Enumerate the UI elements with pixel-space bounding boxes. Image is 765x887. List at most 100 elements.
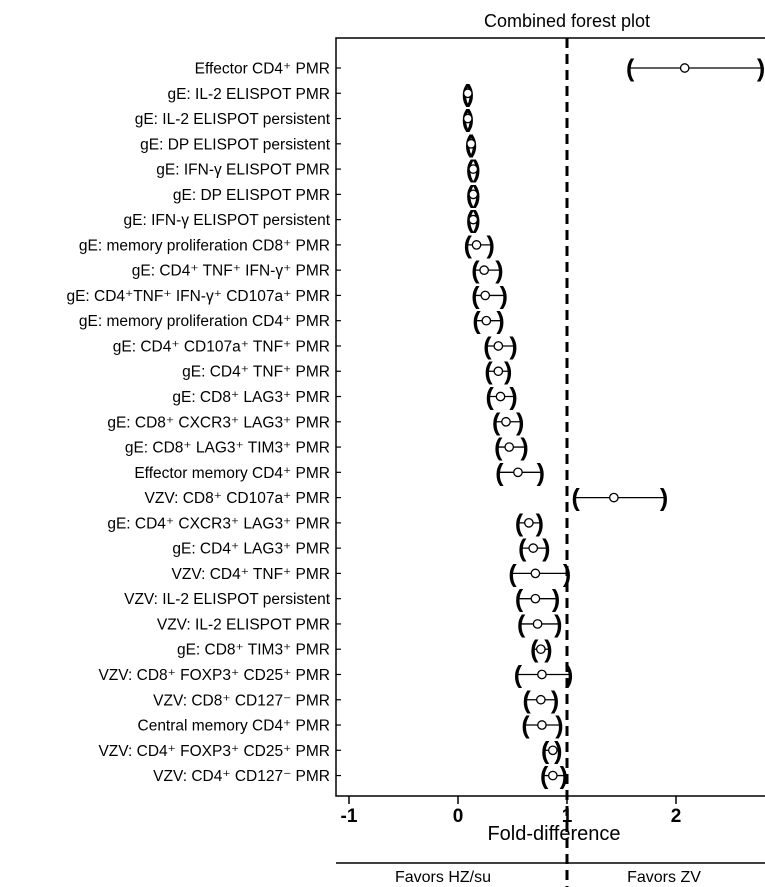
row-label: gE: memory proliferation CD8⁺ PMR: [79, 237, 330, 254]
favors-right-label: Favors ZV: [627, 869, 701, 886]
ci-upper-bracket: ): [560, 762, 568, 790]
point-estimate: [679, 63, 690, 73]
row-label: gE: IFN-γ ELISPOT persistent: [124, 212, 331, 229]
row-label: VZV: IL-2 ELISPOT persistent: [124, 591, 331, 608]
ci-lower-bracket: (: [485, 383, 494, 411]
row-label: Central memory CD4⁺ PMR: [138, 718, 331, 735]
ci-upper-bracket: ): [554, 610, 562, 638]
forest-row: VZV: CD8⁺ CD127⁻ PMR (): [153, 686, 559, 714]
ci-lower-bracket: (: [530, 636, 539, 664]
ci-upper-bracket: ): [509, 332, 517, 360]
ci-lower-bracket: (: [540, 762, 549, 790]
forest-row: gE: CD8⁺ CXCR3⁺ LAG3⁺ PMR (): [107, 408, 524, 436]
forest-row: gE: CD4⁺ TNF⁺ IFN-γ⁺ PMR (): [132, 257, 504, 285]
point-estimate: [609, 492, 619, 503]
row-label: gE: DP ELISPOT persistent: [140, 136, 331, 153]
forest-row: VZV: CD4⁺ FOXP3⁺ CD25⁺ PMR (): [98, 737, 562, 765]
row-label: gE: CD4⁺ CD107a⁺ TNF⁺ PMR: [113, 338, 330, 355]
forest-row: gE: IL-2 ELISPOT PMR(): [167, 80, 474, 108]
row-label: Effector memory CD4⁺ PMR: [134, 465, 330, 482]
forest-row: gE: CD4⁺TNF⁺ IFN-γ⁺ CD107a⁺ PMR (): [66, 282, 507, 310]
ci-upper-bracket: ): [504, 358, 512, 386]
forest-row: Effector memory CD4⁺ PMR (): [134, 459, 545, 487]
point-estimate: [530, 593, 541, 604]
ci-lower-bracket: (: [464, 231, 473, 259]
point-estimate: [471, 240, 482, 250]
point-estimate: [535, 694, 546, 705]
point-estimate: [468, 164, 479, 174]
point-estimate: [528, 543, 539, 553]
ci-lower-bracket: (: [484, 358, 493, 386]
forest-row: Central memory CD4⁺ PMR (): [138, 712, 564, 740]
ci-upper-bracket: ): [544, 636, 552, 664]
x-tick-label: 0: [453, 806, 464, 827]
point-estimate: [462, 88, 473, 99]
ci-lower-bracket: (: [523, 686, 532, 714]
ci-upper-bracket: ): [495, 257, 503, 285]
ci-upper-bracket: ): [509, 383, 517, 411]
x-tick-label: 2: [671, 806, 682, 827]
ci-upper-bracket: ): [536, 509, 544, 537]
ci-lower-bracket: (: [515, 509, 524, 537]
ci-upper-bracket: ): [500, 282, 508, 310]
row-label: gE: IL-2 ELISPOT PMR: [167, 86, 330, 103]
point-estimate: [462, 113, 473, 124]
forest-row: VZV: CD8⁺ CD107a⁺ PMR (): [145, 484, 669, 512]
point-estimate: [547, 745, 558, 756]
ci-lower-bracket: (: [483, 332, 492, 360]
ci-lower-bracket: (: [521, 712, 530, 740]
forest-row: gE: CD8⁺ TIM3⁺ PMR (): [177, 636, 553, 664]
ci-lower-bracket: (: [471, 257, 480, 285]
plot-frame: [335, 37, 765, 797]
ci-upper-bracket: ): [554, 737, 562, 765]
row-label: gE: IFN-γ ELISPOT PMR: [156, 162, 330, 179]
forest-row: gE: memory proliferation CD8⁺ PMR (): [79, 231, 495, 259]
ci-upper-bracket: ): [551, 686, 559, 714]
point-estimate: [547, 770, 558, 781]
forest-row: gE: CD8⁺ LAG3⁺ TIM3⁺ PMR (): [125, 434, 529, 462]
ci-upper-bracket: ): [520, 434, 528, 462]
ci-lower-bracket: (: [517, 610, 526, 638]
forest-row: gE: DP ELISPOT PMR(): [173, 181, 481, 209]
ci-upper-bracket: ): [552, 585, 560, 613]
point-estimate: [468, 214, 479, 225]
ci-lower-bracket: (: [472, 307, 481, 335]
forest-row: VZV: IL-2 ELISPOT PMR (): [157, 610, 563, 638]
point-estimate: [493, 341, 504, 351]
row-label: gE: CD4⁺ CXCR3⁺ LAG3⁺ PMR: [107, 515, 330, 532]
row-label: VZV: IL-2 ELISPOT PMR: [157, 616, 330, 633]
ci-upper-bracket: ): [555, 712, 563, 740]
point-estimate: [537, 720, 547, 730]
ci-lower-bracket: (: [541, 737, 550, 765]
point-estimate: [480, 290, 491, 301]
forest-row: gE: IFN-γ ELISPOT persistent(): [124, 206, 481, 234]
forest-row: Effector CD4⁺ PMR (): [195, 55, 765, 83]
ci-lower-bracket: (: [508, 560, 517, 588]
row-label: gE: CD4⁺ TNF⁺ PMR: [182, 364, 330, 381]
point-estimate: [501, 416, 511, 427]
chart-title: Combined forest plot: [484, 11, 650, 31]
row-label: Effector CD4⁺ PMR: [195, 61, 330, 78]
row-label: VZV: CD8⁺ CD107a⁺ PMR: [145, 490, 330, 507]
point-estimate: [479, 265, 490, 276]
row-label: VZV: CD4⁺ TNF⁺ PMR: [172, 566, 330, 583]
ci-lower-bracket: (: [572, 484, 581, 512]
forest-row: gE: CD4⁺ CD107a⁺ TNF⁺ PMR (): [113, 332, 518, 360]
forest-row: gE: DP ELISPOT persistent(): [140, 130, 477, 158]
point-estimate: [466, 138, 476, 149]
point-estimate: [504, 442, 515, 452]
point-estimate: [530, 568, 541, 579]
ci-upper-bracket: ): [537, 459, 545, 487]
point-estimate: [481, 315, 492, 326]
forest-row: gE: memory proliferation CD4⁺ PMR (): [79, 307, 505, 335]
ci-lower-bracket: (: [471, 282, 480, 310]
row-label: gE: CD4⁺TNF⁺ IFN-γ⁺ CD107a⁺ PMR: [66, 288, 330, 305]
row-label: gE: memory proliferation CD4⁺ PMR: [79, 313, 330, 330]
ci-upper-bracket: ): [660, 484, 668, 512]
row-label: gE: CD8⁺ LAG3⁺ TIM3⁺ PMR: [125, 440, 330, 457]
ci-lower-bracket: (: [492, 408, 501, 436]
ci-lower-bracket: (: [515, 585, 524, 613]
point-estimate: [493, 366, 504, 377]
point-estimate: [537, 669, 547, 680]
